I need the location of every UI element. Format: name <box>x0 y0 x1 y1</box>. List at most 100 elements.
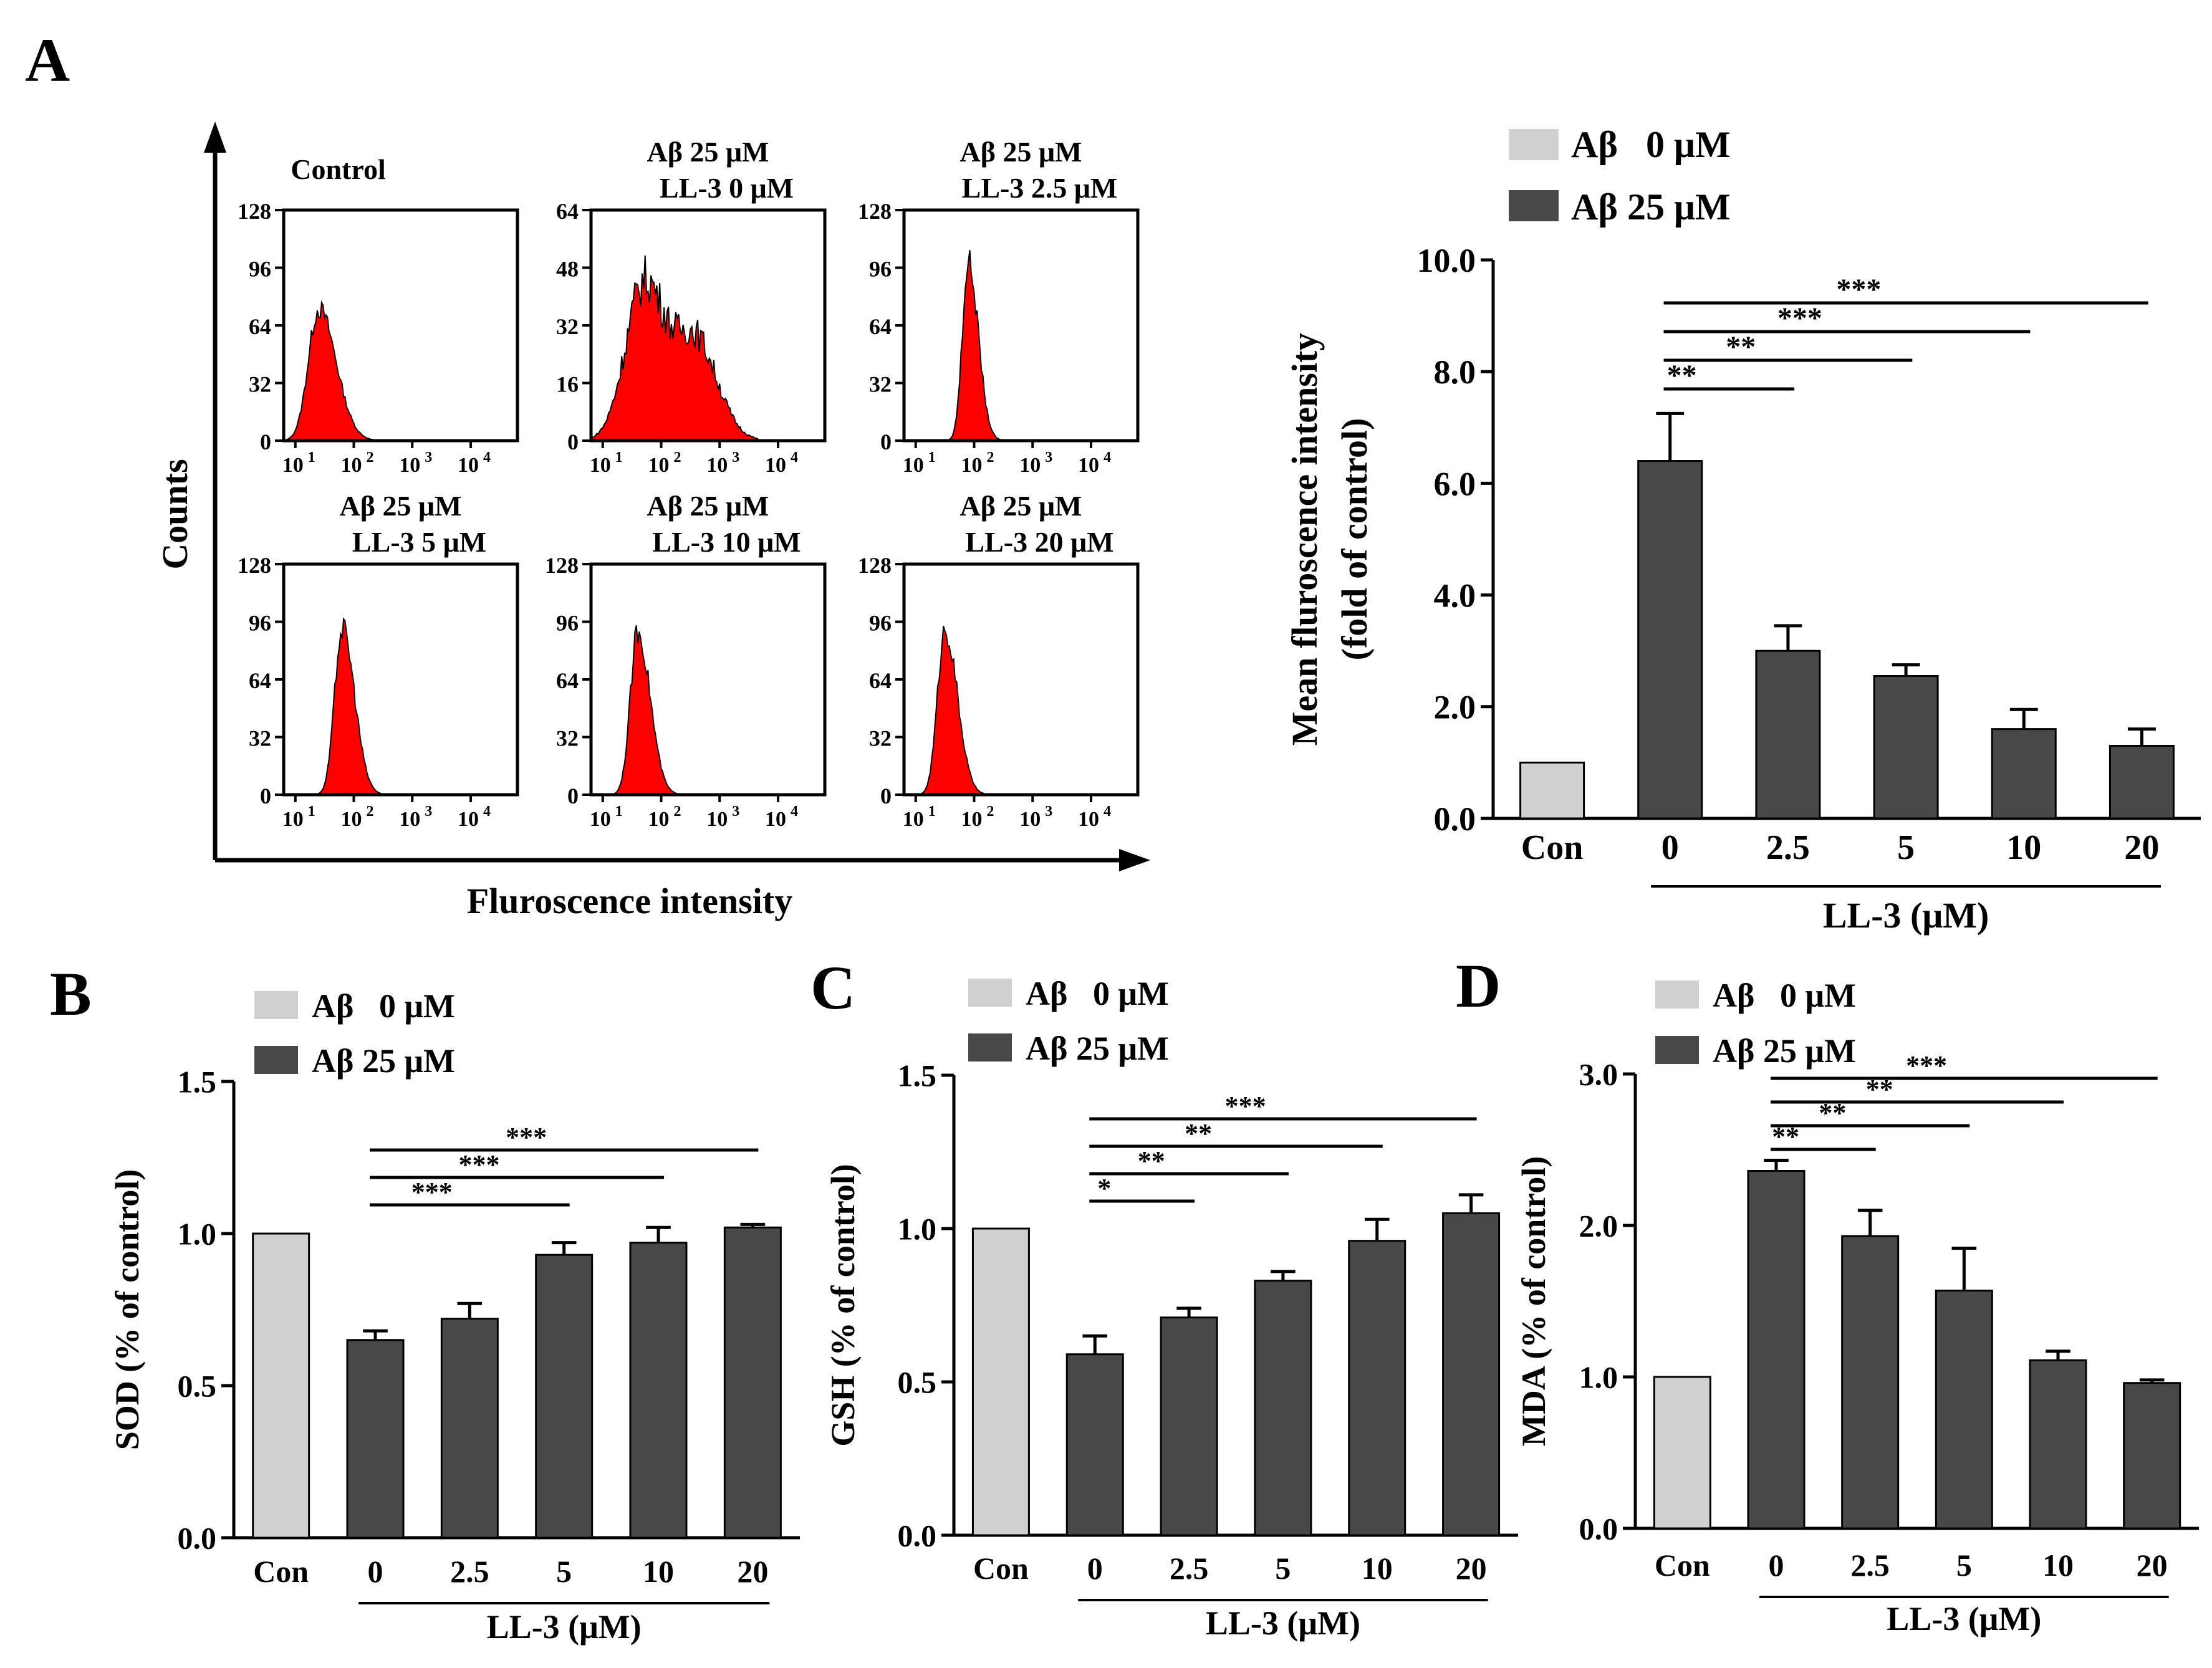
bar <box>2029 1359 2087 1530</box>
category-label: 0 <box>368 1554 383 1589</box>
category-label: Con <box>973 1551 1029 1586</box>
y-tick-label: 0.0 <box>1434 800 1476 838</box>
histogram-y-label: 96 <box>869 611 892 636</box>
histogram-x-label: 10 <box>458 454 479 477</box>
bar-chart-c: 0.0 0.5 1.0 1.5 Con 0 2.5 5 10 20 LL-3 (μM) GSH (% … <box>824 1058 1518 1642</box>
bar <box>1991 728 2057 820</box>
histogram-y-label: 0 <box>567 429 579 454</box>
category-label: Con <box>253 1554 309 1589</box>
histogram-area <box>904 250 1138 441</box>
category-label: 20 <box>1456 1551 1487 1586</box>
histogram-y-label: 32 <box>869 726 892 751</box>
histogram-x-label: 10 <box>706 454 728 477</box>
histogram-x-label: 10 <box>706 808 728 831</box>
histogram-x-label: 10 <box>399 454 420 477</box>
histogram-x-label: 10 <box>282 454 304 477</box>
y-tick-label: 3.0 <box>1579 1057 1618 1092</box>
histogram-y-label: 64 <box>556 668 579 693</box>
histogram-x-exponent: 1 <box>308 803 315 820</box>
legend-d-label-0: Aβ 0 μM <box>1713 977 1856 1014</box>
category-label: 2.5 <box>1850 1548 1890 1583</box>
histogram-y-label: 64 <box>249 314 271 339</box>
flow-x-axis-label: Fluroscence intensity <box>467 881 792 921</box>
histogram-y-label: 128 <box>238 199 271 224</box>
histogram-subtitle: LL-3 20 μM <box>965 526 1113 558</box>
y-axis-label-line2: (fold of control) <box>1334 418 1375 661</box>
histogram-x-exponent: 1 <box>928 449 936 466</box>
significance-label: ** <box>1138 1146 1165 1176</box>
histogram-area <box>284 617 517 795</box>
histogram-x-label: 10 <box>590 454 611 477</box>
histogram-title: Aβ 25 μM <box>960 490 1082 522</box>
y-tick-label: 0.5 <box>898 1365 937 1400</box>
bar <box>2123 1382 2181 1530</box>
y-tick-label: 2.0 <box>1579 1209 1618 1244</box>
bar <box>1519 761 1585 820</box>
histogram-x-exponent: 1 <box>615 803 623 820</box>
bar <box>629 1242 688 1539</box>
histogram-y-label: 0 <box>880 784 892 808</box>
histogram-x-label: 10 <box>590 808 611 831</box>
y-tick-label: 1.5 <box>178 1065 217 1100</box>
category-label: 5 <box>1956 1548 1972 1583</box>
histogram-title: Aβ 25 μM <box>340 490 462 522</box>
histogram-x-exponent: 2 <box>674 803 681 820</box>
histogram-x-exponent: 3 <box>1045 803 1052 820</box>
panel-label-c: C <box>810 953 855 1022</box>
histogram-y-label: 32 <box>869 372 892 397</box>
bar <box>1442 1212 1501 1536</box>
category-label: 5 <box>556 1554 572 1589</box>
histogram-subtitle: LL-3 0 μM <box>660 172 794 204</box>
histogram-title: Aβ 25 μM <box>647 490 769 522</box>
category-label: 10 <box>643 1554 674 1589</box>
histogram-x-exponent: 2 <box>987 803 994 820</box>
histogram-x-exponent: 3 <box>732 803 739 820</box>
legend-b-swatch-0 <box>254 991 298 1019</box>
histogram-x-label: 10 <box>765 454 786 477</box>
category-label: 10 <box>1362 1551 1393 1586</box>
category-label: 0 <box>1769 1548 1784 1583</box>
bar <box>535 1253 594 1539</box>
histogram-x-exponent: 3 <box>1045 449 1052 466</box>
histogram-y-label: 96 <box>249 257 271 282</box>
bar-chart-a: 0.0 2.0 4.0 6.0 8.0 10.0 Con 0 2.5 5 10 20 LL-3 (μM)… <box>1284 242 2201 936</box>
legend-d-label-25: Aβ 25 μM <box>1713 1032 1856 1070</box>
y-axis-label: GSH (% of control) <box>824 1164 862 1446</box>
x-axis-label: LL-3 (μM) <box>1823 895 1989 936</box>
histogram-y-label: 96 <box>249 611 271 636</box>
bar <box>2109 745 2175 820</box>
bar <box>1873 675 1939 820</box>
flow-y-axis-label: Counts <box>155 459 195 569</box>
bar <box>346 1339 405 1539</box>
histogram-subtitle: LL-3 2.5 μM <box>962 172 1118 204</box>
bar <box>1160 1316 1218 1536</box>
histogram-title: Aβ 25 μM <box>647 136 769 168</box>
bar <box>1755 649 1821 820</box>
histogram-x-exponent: 1 <box>615 449 623 466</box>
bar <box>1747 1170 1806 1530</box>
category-label: 20 <box>737 1554 768 1589</box>
histogram-x-label: 10 <box>961 454 983 477</box>
histogram-y-label: 64 <box>249 668 271 693</box>
legend-c: Aβ 0 μM Aβ 25 μM <box>968 975 1169 1067</box>
category-label: 2.5 <box>450 1554 489 1589</box>
y-tick-label: 0.0 <box>898 1518 937 1553</box>
significance-label: *** <box>506 1122 547 1153</box>
x-axis-label: LL-3 (μM) <box>487 1608 642 1646</box>
histogram-x-exponent: 4 <box>483 803 491 820</box>
histogram-y-label: 128 <box>545 553 579 578</box>
bar <box>1841 1235 1900 1530</box>
histogram-x-exponent: 1 <box>928 803 936 820</box>
histogram-x-exponent: 2 <box>367 449 374 466</box>
y-tick-label: 4.0 <box>1434 577 1476 615</box>
histogram-title: Aβ 25 μM <box>960 136 1082 168</box>
histogram-x-exponent: 2 <box>367 803 374 820</box>
histogram-x-exponent: 2 <box>987 449 994 466</box>
histogram-x-label: 10 <box>1019 808 1041 831</box>
y-tick-label: 6.0 <box>1434 465 1476 502</box>
y-axis-label: SOD (% of control) <box>108 1169 146 1450</box>
histogram-x-label: 10 <box>341 808 362 831</box>
category-label: 10 <box>2006 828 2041 867</box>
